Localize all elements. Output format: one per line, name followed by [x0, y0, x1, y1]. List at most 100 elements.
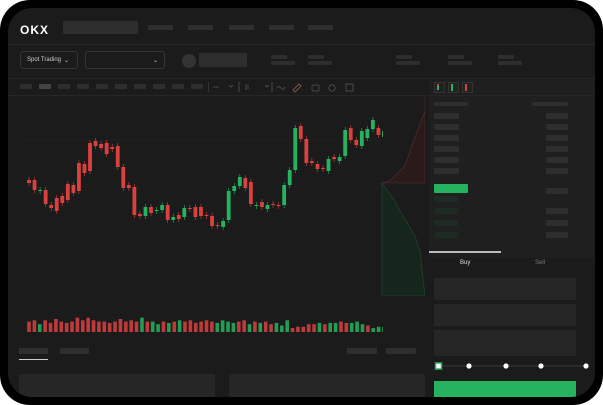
timeframe-option[interactable]: [172, 84, 184, 89]
volume-bar: [37, 324, 42, 332]
nav-item[interactable]: [308, 25, 333, 30]
bid-price: [434, 196, 458, 202]
candle: [82, 161, 87, 176]
candle-body: [65, 184, 70, 200]
tab-buy[interactable]: Buy: [460, 260, 471, 266]
candle-body: [71, 185, 76, 193]
slider-step[interactable]: [466, 363, 472, 369]
candle: [110, 144, 115, 152]
volume-bar: [323, 324, 327, 332]
divider: [429, 95, 595, 96]
candle-body: [110, 147, 115, 149]
candle-body: [82, 164, 87, 173]
candle-body: [149, 207, 153, 213]
timeframe-option[interactable]: [39, 84, 51, 89]
candle: [321, 165, 325, 172]
slider-step[interactable]: [583, 363, 589, 369]
ask-size: [546, 157, 568, 163]
candle-body: [298, 126, 303, 139]
candle-body: [271, 204, 275, 205]
slider-step[interactable]: [503, 363, 509, 369]
volume-bar: [91, 320, 96, 332]
candle-body: [32, 180, 37, 190]
total-input[interactable]: [434, 330, 576, 356]
slider-handle[interactable]: [434, 362, 443, 370]
nav-item[interactable]: [188, 25, 213, 30]
candle: [271, 201, 275, 208]
candle-body: [27, 180, 31, 183]
nav-item[interactable]: [229, 25, 254, 30]
market-type-dropdown[interactable]: Spot Trading ⌄: [20, 51, 78, 69]
chevron-down-icon: ⌄: [64, 57, 70, 64]
tab-order-history[interactable]: [60, 348, 89, 354]
chevron-down-icon[interactable]: [228, 84, 234, 88]
line-tool-icon[interactable]: [276, 86, 286, 90]
timeframe-option[interactable]: [191, 84, 203, 89]
volume-bar: [183, 321, 187, 332]
bid-size: [546, 208, 568, 214]
timeframe-option[interactable]: [58, 84, 70, 89]
leverage-slider[interactable]: [434, 361, 594, 371]
candle: [309, 158, 314, 166]
timeframe-option[interactable]: [134, 84, 146, 89]
candle: [160, 202, 165, 213]
filter-button[interactable]: [347, 348, 377, 354]
candle-body: [348, 128, 353, 140]
slider-step[interactable]: [538, 363, 544, 369]
candle: [204, 212, 209, 219]
timeframe-option[interactable]: [96, 84, 108, 89]
tab-open-orders[interactable]: [19, 348, 48, 354]
ruler-icon[interactable]: [292, 83, 302, 93]
candle: [221, 218, 226, 230]
timeframe-option[interactable]: [77, 84, 89, 89]
candle: [176, 212, 181, 222]
candle: [226, 188, 231, 223]
candle-body: [54, 198, 59, 211]
candle-body: [99, 144, 104, 148]
price-input[interactable]: [434, 278, 576, 300]
both-sides-icon[interactable]: [434, 82, 445, 93]
candle: [99, 141, 104, 151]
pair-dropdown[interactable]: ⌄: [85, 51, 165, 69]
asks-only-icon[interactable]: [462, 82, 473, 93]
candle-type-icon[interactable]: [245, 84, 249, 90]
search-bar[interactable]: [63, 21, 138, 34]
volume-bar: [247, 324, 252, 332]
buy-button[interactable]: [434, 381, 576, 397]
candle-body: [187, 208, 192, 209]
volume-bar: [339, 321, 343, 332]
filter-button[interactable]: [386, 348, 416, 354]
nav-item[interactable]: [269, 25, 294, 30]
chevron-down-icon[interactable]: [264, 84, 270, 88]
candle-body: [43, 190, 48, 204]
tab-sell[interactable]: Sell: [535, 260, 546, 266]
timeframe-option[interactable]: [115, 84, 127, 89]
candlestick-chart[interactable]: [8, 96, 383, 336]
candle: [359, 128, 364, 149]
settings-icon[interactable]: [328, 84, 336, 92]
stat-label: [498, 55, 514, 59]
candle: [32, 177, 37, 193]
stat-label: [308, 55, 324, 59]
amount-input[interactable]: [434, 304, 576, 326]
candle: [282, 182, 287, 208]
candle: [104, 140, 109, 157]
last-price: [434, 184, 468, 193]
candle-body: [248, 182, 253, 204]
volume-bar: [102, 321, 107, 332]
bid-size: [546, 220, 568, 226]
candle-body: [38, 190, 42, 191]
fullscreen-icon[interactable]: [345, 83, 354, 92]
bids-only-icon[interactable]: [448, 82, 459, 93]
timeframe-option[interactable]: [20, 84, 32, 89]
candle: [149, 204, 153, 216]
volume-bar: [27, 321, 31, 332]
volume-bar: [59, 321, 64, 332]
nav-item[interactable]: [148, 25, 173, 30]
camera-icon[interactable]: [311, 84, 320, 92]
stat-value: [448, 61, 472, 65]
volume-bar: [301, 326, 306, 332]
timeframe-option[interactable]: [153, 84, 165, 89]
volume-bar: [269, 324, 273, 332]
pair-price: [199, 53, 247, 67]
